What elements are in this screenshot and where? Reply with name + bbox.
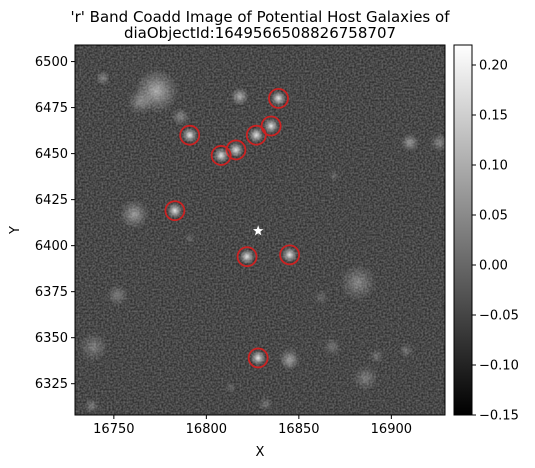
host-candidate-circle bbox=[236, 246, 258, 268]
x-tick-label: 16750 bbox=[93, 422, 134, 437]
background-source bbox=[84, 398, 100, 414]
colorbar-tick-label: 0.05 bbox=[479, 209, 508, 224]
host-candidate-circle bbox=[247, 347, 269, 369]
background-source bbox=[400, 133, 420, 152]
chart-title-line-1: 'r' Band Coadd Image of Potential Host G… bbox=[71, 8, 451, 26]
colorbar: 0.20 0.15 0.10 0.05 0.00 −0.05 −0.10 −0.15 bbox=[453, 44, 519, 424]
host-candidate-circle bbox=[245, 124, 267, 146]
colorbar-ticks: 0.20 0.15 0.10 0.05 0.00 −0.05 −0.10 −0.15 bbox=[472, 59, 519, 424]
x-tick-label: 16850 bbox=[278, 422, 319, 437]
host-galaxy-glow bbox=[282, 247, 298, 263]
host-candidate-circle bbox=[179, 124, 201, 146]
background-source bbox=[184, 232, 196, 244]
host-galaxy-glow bbox=[239, 249, 255, 265]
background-source bbox=[430, 133, 445, 152]
background-source bbox=[106, 284, 129, 307]
colorbar-gradient bbox=[453, 44, 473, 416]
background-source bbox=[313, 289, 329, 305]
host-candidate-circle bbox=[279, 244, 301, 266]
colorbar-tick-label: 0.20 bbox=[479, 59, 508, 74]
chart-title-line-2: diaObjectId:1649566508826758707 bbox=[124, 24, 396, 42]
plot-frame bbox=[74, 44, 446, 416]
background-source bbox=[95, 70, 111, 86]
background-source bbox=[280, 352, 299, 371]
x-tick-label: 16800 bbox=[186, 422, 227, 437]
host-galaxy-glow bbox=[271, 90, 286, 106]
background-source bbox=[171, 107, 190, 127]
background-source bbox=[398, 343, 414, 358]
y-tick-label: 6375 bbox=[35, 285, 68, 300]
y-tick-label: 6400 bbox=[35, 239, 68, 254]
background-source bbox=[328, 170, 340, 182]
y-axis-label: Y bbox=[8, 226, 23, 235]
target-star-marker bbox=[252, 225, 264, 236]
colorbar-tick-label: −0.15 bbox=[479, 409, 519, 424]
host-candidate-circle bbox=[164, 200, 186, 222]
host-galaxy-glow bbox=[248, 127, 264, 143]
background-source bbox=[352, 365, 379, 392]
host-candidate-circle bbox=[210, 145, 232, 166]
host-galaxy-glow bbox=[213, 147, 229, 163]
background-source bbox=[369, 348, 384, 364]
image-panel bbox=[75, 45, 445, 415]
y-tick-label: 6325 bbox=[35, 377, 68, 392]
background-source bbox=[258, 396, 273, 412]
colorbar-tick-label: 0.10 bbox=[479, 159, 508, 174]
y-tick-label: 6500 bbox=[35, 55, 68, 70]
colorbar-tick-label: −0.10 bbox=[479, 359, 519, 374]
host-galaxy-glow bbox=[263, 118, 279, 134]
host-candidate-circle bbox=[225, 139, 247, 161]
background-source bbox=[78, 332, 109, 362]
x-axis-ticks: 16750 16800 16850 16900 bbox=[93, 415, 412, 437]
background-source bbox=[224, 381, 236, 393]
host-candidate-circle bbox=[260, 115, 282, 137]
colorbar-tick-label: 0.00 bbox=[479, 259, 508, 274]
host-galaxy-glow bbox=[167, 203, 183, 219]
background-source bbox=[119, 199, 149, 230]
host-candidate-circle bbox=[268, 87, 289, 109]
background-source bbox=[339, 263, 377, 301]
colorbar-tick-label: −0.05 bbox=[479, 309, 519, 324]
colorbar-tick-label: 0.15 bbox=[479, 109, 508, 124]
y-tick-label: 6350 bbox=[35, 331, 68, 346]
background-source bbox=[322, 337, 342, 357]
background-source bbox=[126, 89, 153, 116]
host-galaxy-glow bbox=[250, 350, 266, 366]
x-axis-label: X bbox=[256, 445, 265, 460]
x-tick-label: 16900 bbox=[371, 422, 412, 437]
y-tick-label: 6475 bbox=[35, 101, 68, 116]
background-source bbox=[230, 87, 249, 106]
background-sources bbox=[78, 68, 445, 414]
target-marker-layer bbox=[252, 225, 264, 236]
y-tick-label: 6425 bbox=[35, 193, 68, 208]
host-galaxy-glow bbox=[228, 142, 244, 158]
host-galaxy-glow bbox=[182, 127, 198, 143]
y-axis-ticks: 6325 6350 6375 6400 6425 6450 6475 6500 bbox=[35, 55, 75, 392]
y-tick-label: 6450 bbox=[35, 147, 68, 162]
host-candidate-markers bbox=[164, 87, 301, 369]
